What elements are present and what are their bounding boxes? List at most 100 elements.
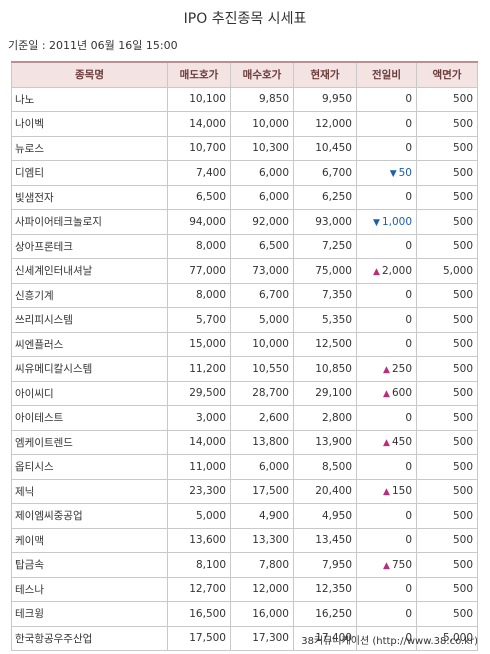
change-cell: ▲ 150 bbox=[356, 478, 417, 504]
current-price-cell: 8,500 bbox=[293, 454, 357, 480]
change-cell: 0 bbox=[356, 233, 417, 259]
triangle-up-icon: ▲ bbox=[383, 364, 390, 375]
ask-price-cell: 23,300 bbox=[167, 478, 231, 504]
par-value-cell: 500 bbox=[416, 233, 478, 259]
bid-price-cell: 92,000 bbox=[230, 209, 294, 235]
bid-price-cell: 10,000 bbox=[230, 331, 294, 357]
table-row: 엠케이트렌드 14,000 13,800 13,900 ▲ 450 500 bbox=[11, 429, 478, 455]
table-row: 씨유메디칼시스템 11,200 10,550 10,850 ▲ 250 500 bbox=[11, 356, 478, 382]
stock-name-cell: 사파이어테크놀로지 bbox=[11, 209, 168, 235]
current-price-cell: 7,250 bbox=[293, 233, 357, 259]
change-cell: ▲ 750 bbox=[356, 552, 417, 578]
triangle-down-icon: ▼ bbox=[373, 217, 380, 228]
bid-price-cell: 28,700 bbox=[230, 380, 294, 406]
change-value: 1,000 bbox=[381, 215, 412, 228]
ask-price-cell: 3,000 bbox=[167, 405, 231, 431]
bid-price-cell: 73,000 bbox=[230, 258, 294, 284]
change-cell: ▼ 1,000 bbox=[356, 209, 417, 235]
source-credit: 38커뮤니케이션 (http://www.38.co.kr) bbox=[301, 636, 478, 647]
column-header-par: 액면가 bbox=[416, 61, 478, 88]
change-value: 250 bbox=[391, 362, 412, 375]
stock-name-cell: 씨유메디칼시스템 bbox=[11, 356, 168, 382]
triangle-up-icon: ▲ bbox=[383, 438, 390, 449]
bid-price-cell: 12,000 bbox=[230, 576, 294, 602]
current-price-cell: 9,950 bbox=[293, 86, 357, 112]
change-cell: 0 bbox=[356, 576, 417, 602]
ask-price-cell: 7,400 bbox=[167, 160, 231, 186]
stock-name-cell: 케이맥 bbox=[11, 527, 168, 553]
change-cell: ▲ 450 bbox=[356, 429, 417, 455]
current-price-cell: 5,350 bbox=[293, 307, 357, 333]
stock-name-cell: 상아프론테크 bbox=[11, 233, 168, 259]
change-value: 0 bbox=[405, 191, 412, 204]
par-value-cell: 5,000 bbox=[416, 625, 478, 651]
change-value: 0 bbox=[405, 338, 412, 351]
par-value-cell: 500 bbox=[416, 307, 478, 333]
par-value-cell: 500 bbox=[416, 576, 478, 602]
bid-price-cell: 17,300 bbox=[230, 625, 294, 651]
current-price-cell: 75,000 bbox=[293, 258, 357, 284]
stock-name-cell: 테크윙 bbox=[11, 601, 168, 627]
bid-price-cell: 13,800 bbox=[230, 429, 294, 455]
change-cell: 0 bbox=[356, 282, 417, 308]
bid-price-cell: 6,500 bbox=[230, 233, 294, 259]
change-value: 0 bbox=[405, 534, 412, 547]
table-row: 상아프론테크 8,000 6,500 7,250 0 500 bbox=[11, 233, 478, 259]
change-value: 0 bbox=[405, 411, 412, 424]
change-cell: 0 bbox=[356, 331, 417, 357]
change-value: 0 bbox=[405, 313, 412, 326]
change-value: 600 bbox=[391, 387, 412, 400]
par-value-cell: 500 bbox=[416, 429, 478, 455]
column-header-bid: 매수호가 bbox=[230, 61, 294, 88]
bid-price-cell: 16,000 bbox=[230, 601, 294, 627]
par-value-cell: 500 bbox=[416, 405, 478, 431]
bid-price-cell: 10,000 bbox=[230, 111, 294, 137]
par-value-cell: 500 bbox=[416, 282, 478, 308]
stock-name-cell: 뉴로스 bbox=[11, 135, 168, 161]
bid-price-cell: 6,000 bbox=[230, 184, 294, 210]
bid-price-cell: 7,800 bbox=[230, 552, 294, 578]
par-value-cell: 500 bbox=[416, 331, 478, 357]
table-row: 나노 10,100 9,850 9,950 0 500 bbox=[11, 86, 478, 112]
par-value-cell: 500 bbox=[416, 380, 478, 406]
ask-price-cell: 14,000 bbox=[167, 429, 231, 455]
bid-price-cell: 5,000 bbox=[230, 307, 294, 333]
stock-name-cell: 신세계인터내셔날 bbox=[11, 258, 168, 284]
change-cell: ▲ 250 bbox=[356, 356, 417, 382]
par-value-cell: 500 bbox=[416, 503, 478, 529]
current-price-cell: 12,350 bbox=[293, 576, 357, 602]
ipo-price-table: 종목명 매도호가 매수호가 현재가 전일비 액면가 나노 10,100 9,850 9… bbox=[11, 61, 478, 651]
stock-name-cell: 쓰리피시스템 bbox=[11, 307, 168, 333]
ask-price-cell: 11,200 bbox=[167, 356, 231, 382]
triangle-up-icon: ▲ bbox=[373, 266, 380, 277]
change-value: 0 bbox=[405, 93, 412, 106]
table-row: 신흥기계 8,000 6,700 7,350 0 500 bbox=[11, 282, 478, 308]
change-value: 150 bbox=[391, 485, 412, 498]
par-value-cell: 500 bbox=[416, 209, 478, 235]
table-row: 케이맥 13,600 13,300 13,450 0 500 bbox=[11, 527, 478, 553]
stock-name-cell: 테스나 bbox=[11, 576, 168, 602]
ask-price-cell: 94,000 bbox=[167, 209, 231, 235]
current-price-cell: 16,250 bbox=[293, 601, 357, 627]
ask-price-cell: 11,000 bbox=[167, 454, 231, 480]
stock-name-cell: 제이엠씨중공업 bbox=[11, 503, 168, 529]
par-value-cell: 500 bbox=[416, 356, 478, 382]
change-value: 750 bbox=[391, 558, 412, 571]
stock-name-cell: 아이테스트 bbox=[11, 405, 168, 431]
par-value-cell: 500 bbox=[416, 111, 478, 137]
bid-price-cell: 2,600 bbox=[230, 405, 294, 431]
table-row: 옵티시스 11,000 6,000 8,500 0 500 bbox=[11, 454, 478, 480]
column-header-price: 현재가 bbox=[293, 61, 357, 88]
bid-price-cell: 13,300 bbox=[230, 527, 294, 553]
ask-price-cell: 15,000 bbox=[167, 331, 231, 357]
bid-price-cell: 17,500 bbox=[230, 478, 294, 504]
ask-price-cell: 8,000 bbox=[167, 233, 231, 259]
par-value-cell: 500 bbox=[416, 478, 478, 504]
change-cell: 0 bbox=[356, 111, 417, 137]
current-price-cell: 10,450 bbox=[293, 135, 357, 161]
triangle-up-icon: ▲ bbox=[383, 389, 390, 400]
table-row: 탑금속 8,100 7,800 7,950 ▲ 750 500 bbox=[11, 552, 478, 578]
change-value: 0 bbox=[405, 117, 412, 130]
change-cell: 0 bbox=[356, 135, 417, 161]
change-cell: 0 bbox=[356, 503, 417, 529]
